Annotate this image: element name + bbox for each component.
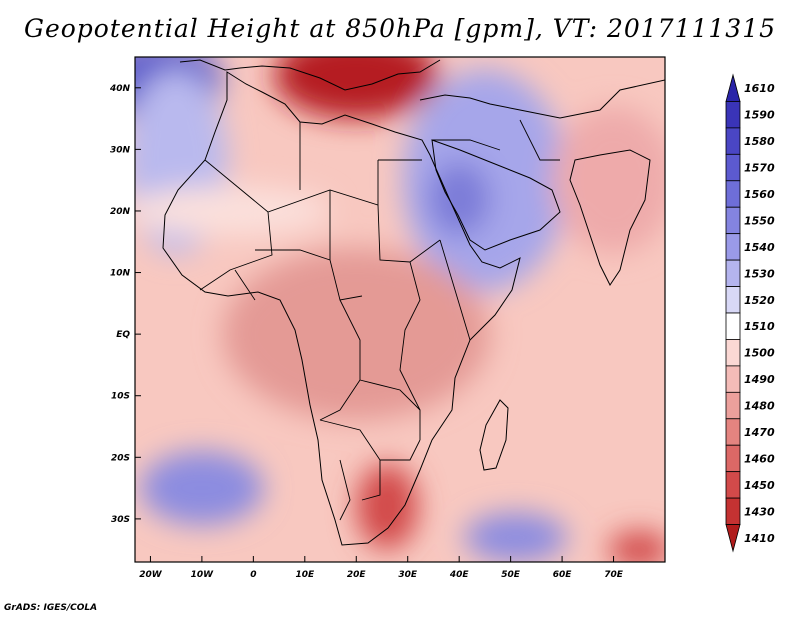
colorbar-label: 1610 [744, 82, 775, 95]
colorbar-swatch [725, 524, 741, 553]
height-anomaly [608, 531, 665, 562]
colorbar-label: 1580 [744, 135, 775, 148]
lat-label: 30S [111, 515, 130, 525]
lat-label: 30N [110, 145, 131, 155]
height-anomaly [222, 247, 491, 421]
colorbar-label: 1470 [744, 426, 775, 439]
lon-label: 50E [501, 570, 521, 580]
colorbar-label: 1570 [744, 162, 775, 175]
colorbar-swatch [725, 180, 741, 208]
africa-coastline [162, 71, 521, 546]
colorbar-swatch [725, 286, 741, 314]
colorbar-label: 1550 [744, 214, 775, 227]
colorbar-swatch [725, 418, 741, 446]
coastlines-and-borders [162, 59, 665, 546]
arabia-coastline [431, 139, 561, 251]
colorbar-swatch [725, 312, 741, 340]
height-anomaly [428, 161, 491, 236]
lat-label: EQ [116, 330, 130, 340]
credit-label: GrADS: IGES/COLA [4, 603, 98, 613]
lon-label: 10E [295, 570, 315, 580]
colorbar-label: 1560 [744, 188, 775, 201]
height-anomaly [464, 512, 568, 562]
colorbar-label: 1460 [744, 452, 775, 465]
lon-label: 60E [553, 570, 573, 580]
europe-coastline [179, 59, 441, 91]
country-borders [199, 119, 560, 521]
colorbar-swatch [725, 153, 741, 182]
colorbar-label: 1490 [744, 373, 775, 386]
height-anomaly [356, 463, 419, 550]
colorbar-swatch [725, 73, 741, 102]
colorbar-label: 1510 [744, 320, 775, 333]
colorbar-swatch [725, 339, 741, 367]
colorbar-swatch [725, 497, 741, 525]
lat-label: 10N [110, 269, 131, 279]
lat-label: 40N [109, 84, 131, 94]
colorbar: 1610 1590 1580 1570 1560 1550 1540 1530 1520 1510… [725, 73, 775, 553]
colorbar-swatch [725, 259, 741, 287]
lon-label: 70E [604, 570, 624, 580]
height-anomaly [273, 57, 439, 119]
colorbar-swatch [725, 391, 741, 420]
lat-label: 10S [111, 392, 130, 402]
colorbar-label: 1430 [744, 505, 775, 518]
colorbar-swatch [725, 127, 741, 155]
lon-label: 10W [191, 570, 215, 580]
colorbar-label: 1540 [744, 241, 775, 254]
colorbar-label: 1520 [744, 294, 775, 307]
colorbar-label: 1450 [744, 479, 775, 492]
lon-label: 20W [139, 570, 163, 580]
lat-label: 20S [111, 453, 130, 463]
colorbar-swatch [725, 444, 741, 473]
colorbar-label: 1500 [744, 347, 775, 360]
asia-coastline [419, 79, 665, 119]
colorbar-label: 1590 [744, 109, 775, 122]
colorbar-swatch [725, 471, 741, 499]
madagascar [479, 399, 509, 471]
colorbar-swatch [725, 365, 741, 393]
map-title: Geopotential Height at 850hPa [gpm], VT:… [23, 14, 777, 43]
lon-label: 40E [449, 570, 470, 580]
lon-label: 20E [347, 570, 367, 580]
colorbar-label: 1530 [744, 267, 775, 280]
longitude-labels: 20W 10W 0 10E 20E 30E 40E 50E 60E 70E [139, 556, 624, 580]
lon-label: 0 [250, 570, 256, 580]
colorbar-label: 1410 [744, 532, 775, 545]
colorbar-label: 1480 [744, 400, 775, 413]
india-coastline [569, 149, 651, 286]
height-anomaly [140, 451, 264, 526]
lon-label: 30E [398, 570, 418, 580]
height-anomaly [135, 186, 331, 236]
colorbar-swatch [725, 206, 741, 235]
lat-label: 20N [110, 207, 131, 217]
colorbar-swatch [725, 101, 741, 129]
latitude-labels: 40N 30N 20N 10N EQ 10S 20S 30S [109, 84, 141, 525]
height-field [135, 57, 665, 562]
plot-frame [134, 56, 666, 563]
colorbar-swatch [725, 233, 741, 261]
